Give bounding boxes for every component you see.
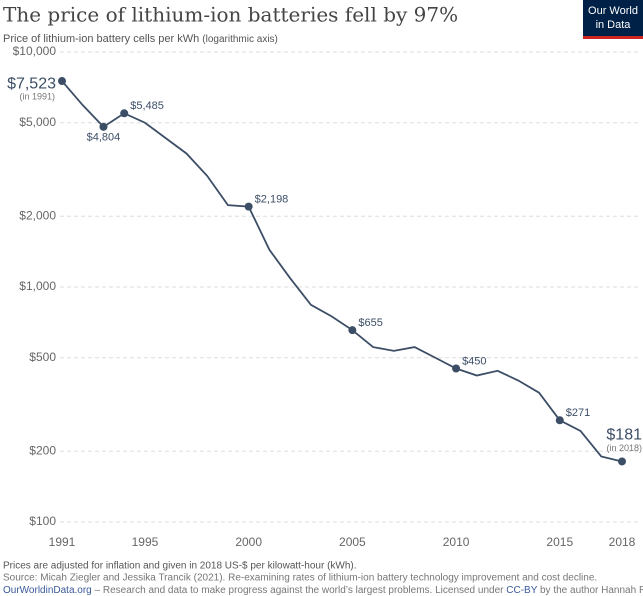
logo-box (583, 0, 643, 36)
footer-site[interactable]: OurWorldinData.org (3, 585, 92, 596)
value-label: $271 (566, 407, 590, 419)
value-label: $181 (606, 427, 642, 444)
y-tick-label: $10,000 (13, 44, 57, 58)
license-link[interactable]: CC-BY (506, 585, 537, 596)
point (618, 457, 626, 466)
footer-text: – Research and data to make progress aga… (95, 585, 433, 596)
value-label: $2,198 (255, 194, 289, 206)
value-label: $450 (462, 355, 486, 367)
license-prefix: Licensed under (435, 585, 504, 596)
x-tick-label: 2000 (235, 535, 262, 549)
x-tick-label: 2010 (443, 535, 470, 549)
point (452, 364, 461, 373)
x-tick-label: 1995 (132, 535, 159, 549)
logo-text: in Data (596, 19, 632, 31)
license-suffix: by the author Hannah Ritchie. (540, 585, 643, 596)
y-tick-label: $2,000 (19, 208, 56, 222)
line (61, 80, 623, 463)
point (99, 122, 108, 131)
point (58, 77, 66, 86)
x-tick-label: 2005 (339, 535, 366, 549)
point (120, 109, 129, 118)
value-label: $7,523 (7, 75, 56, 92)
subtitle-note: (logarithmic axis) (202, 34, 278, 45)
y-tick-label: $100 (29, 514, 56, 528)
point (244, 202, 253, 211)
y-tick-label: $5,000 (19, 115, 56, 129)
annotation: (in 2018) (606, 443, 642, 453)
point (348, 326, 357, 335)
chart-title: The price of lithium-ion batteries fell … (3, 3, 458, 27)
y-tick-label: $1,000 (19, 279, 56, 293)
x-tick-label: 1991 (49, 535, 76, 549)
y-tick-label: $500 (29, 350, 56, 364)
value-label: $4,804 (87, 132, 121, 144)
x-tick-label: 2015 (546, 535, 573, 549)
logo-bar (583, 36, 643, 39)
note: Prices are adjusted for inflation and gi… (3, 561, 357, 572)
point (555, 416, 564, 425)
source: Source: Micah Ziegler and Jessika Tranci… (3, 573, 597, 584)
y-tick-label: $200 (29, 443, 56, 457)
annotation: (in 1991) (19, 91, 55, 101)
value-label: $5,485 (130, 100, 164, 112)
footer: OurWorldinData.org – Research and data t… (3, 585, 643, 596)
subtitle-text: Price of lithium-ion battery cells per k… (3, 33, 199, 45)
value-label: $655 (358, 317, 382, 329)
x-tick-label: 2018 (609, 535, 636, 549)
logo-text: Our World (588, 5, 638, 17)
subtitle: Price of lithium-ion battery cells per k… (3, 33, 278, 45)
